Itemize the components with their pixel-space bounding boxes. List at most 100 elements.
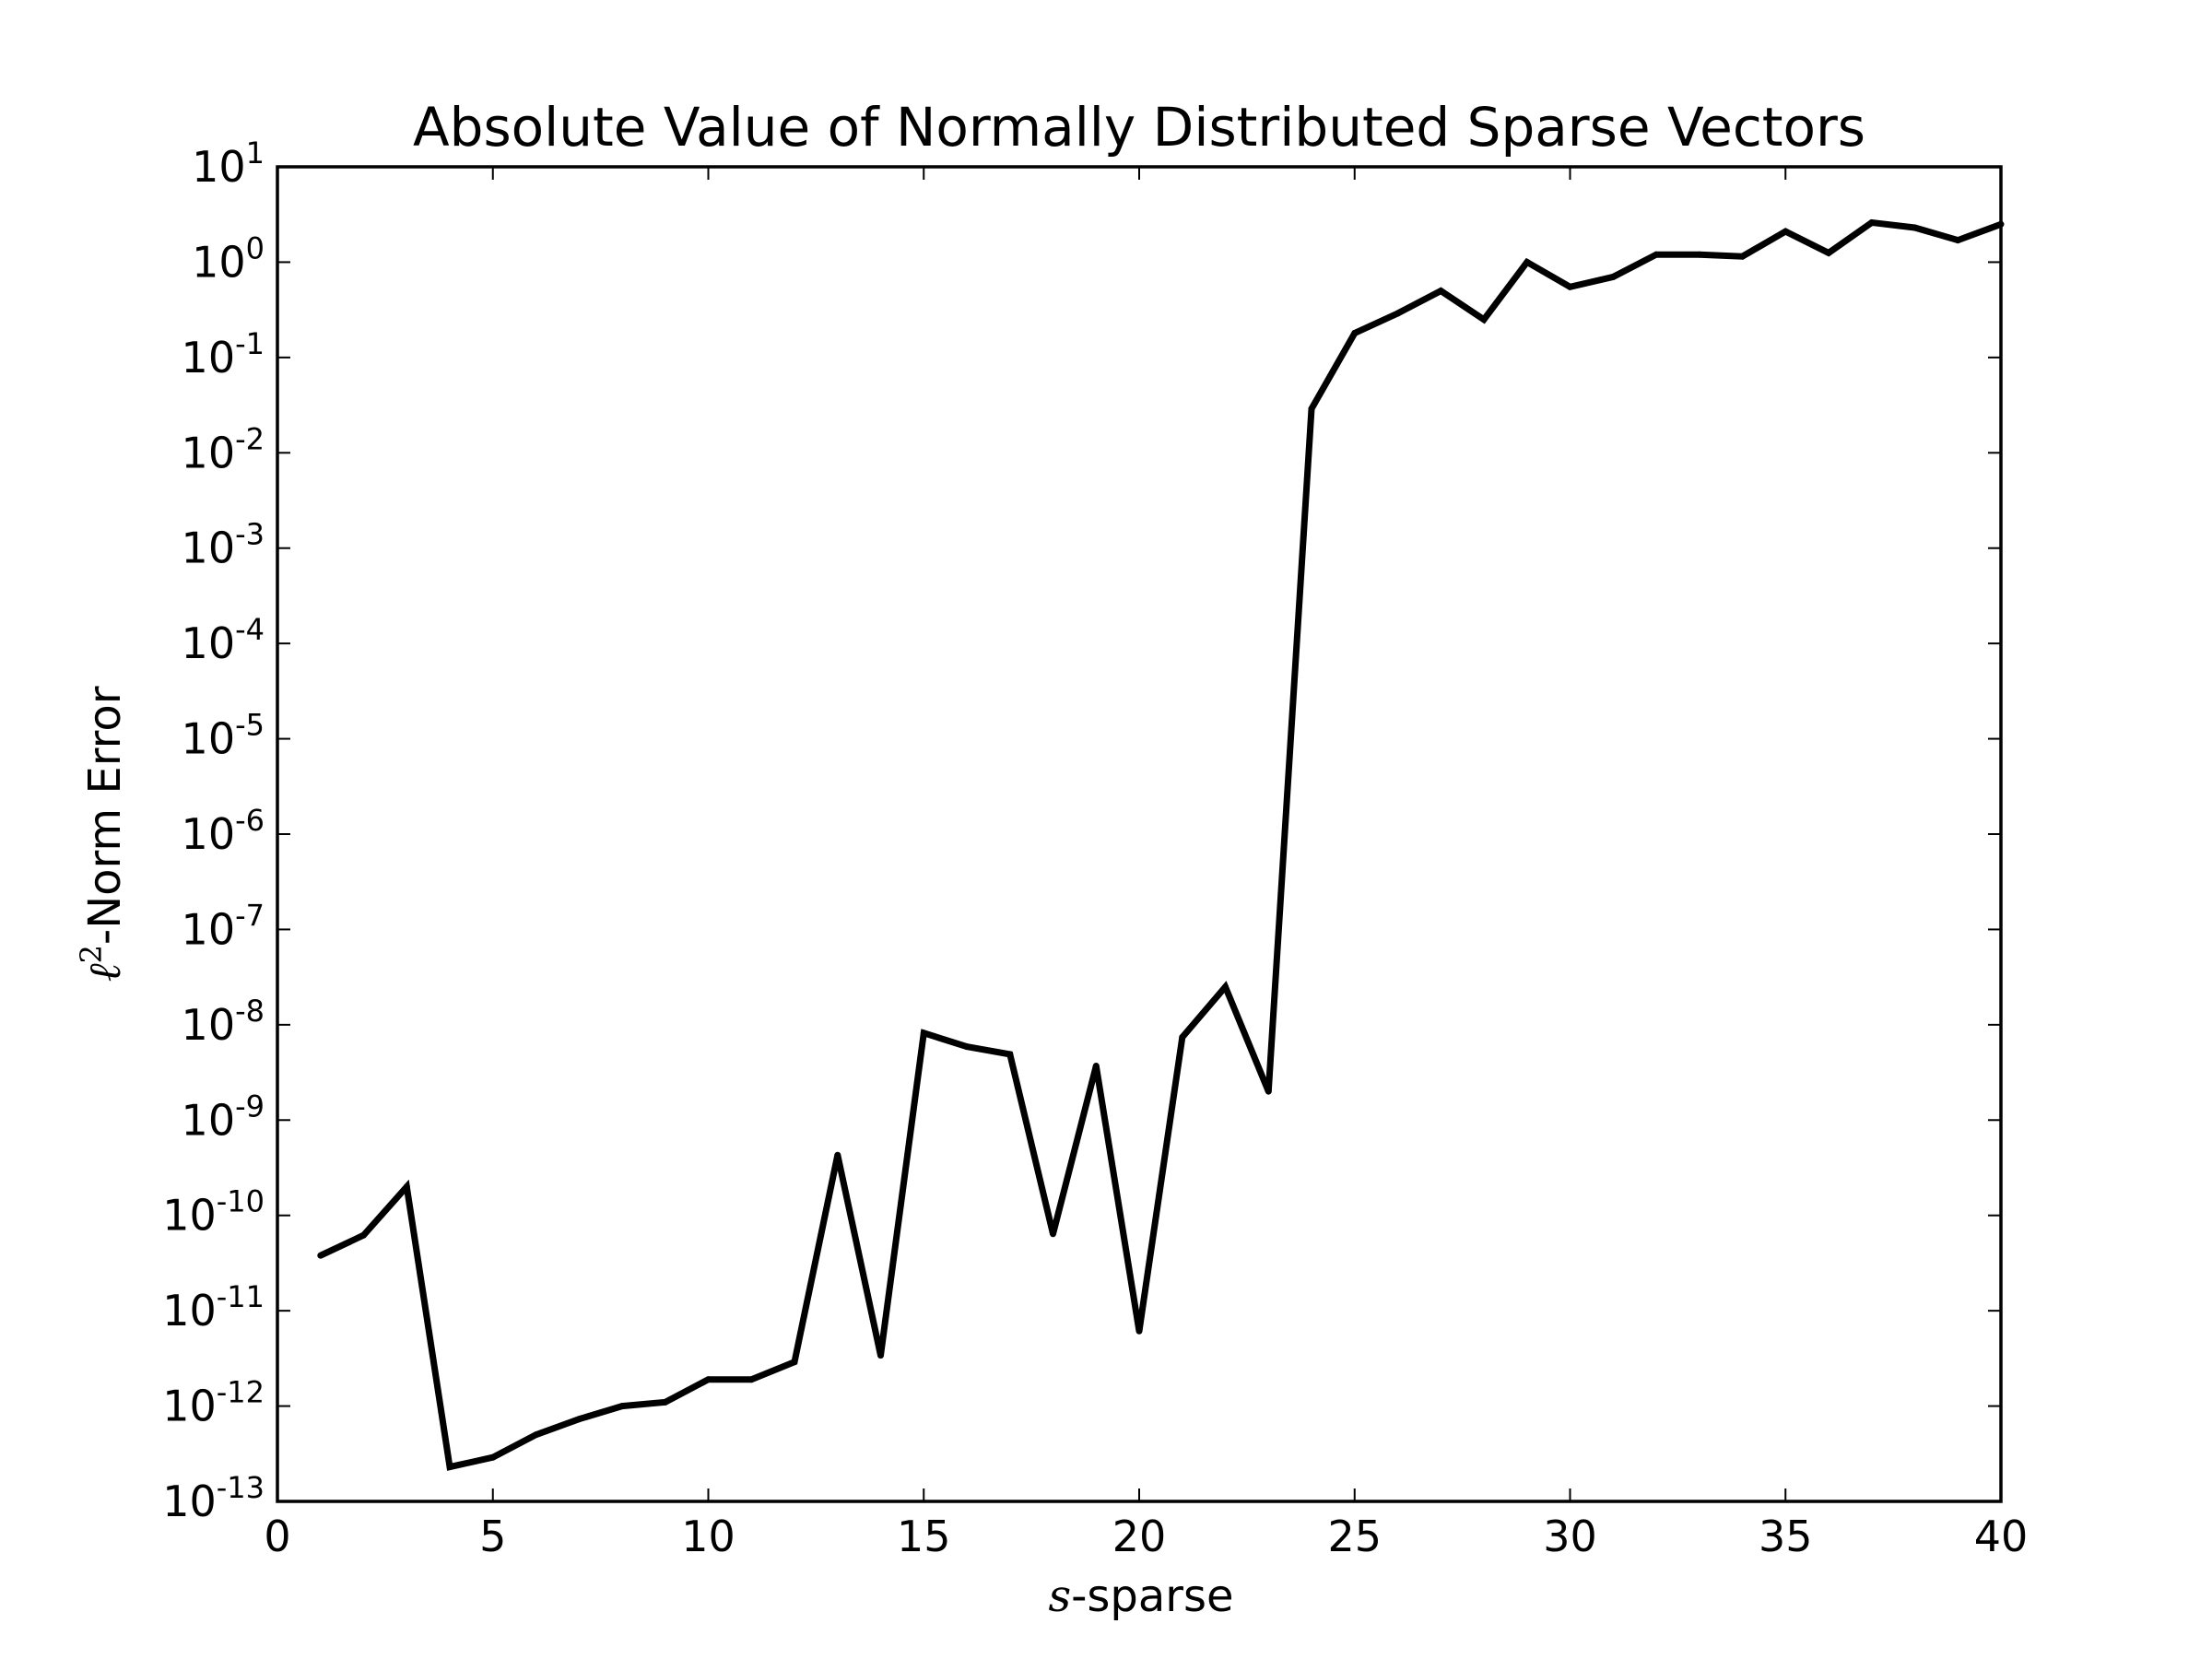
y-tick-label: 10-12 (162, 1375, 265, 1431)
y-tick-exponent: -13 (217, 1470, 265, 1505)
y-axis-ticks: 10110010-110-210-310-410-510-610-710-810… (162, 135, 2001, 1526)
data-point (662, 1398, 669, 1406)
data-point (963, 1043, 971, 1051)
y-tick-label: 10-9 (182, 1088, 265, 1145)
y-tick-label: 10-5 (182, 708, 265, 764)
data-point (747, 1376, 755, 1383)
data-point (1308, 406, 1315, 412)
series-points (317, 219, 2005, 1471)
data-point (920, 1030, 927, 1037)
y-tick-exponent: -3 (235, 517, 265, 552)
data-point (489, 1453, 497, 1461)
y-tick-exponent: 1 (246, 135, 265, 171)
data-point (705, 1376, 712, 1383)
y-tick-base: 10 (182, 333, 236, 382)
y-tick-label: 10-11 (162, 1279, 265, 1335)
x-axis-label-var: s (1048, 1571, 1071, 1622)
data-point (1222, 983, 1229, 991)
y-tick-exponent: -2 (235, 421, 265, 456)
y-tick-base: 10 (182, 1095, 236, 1145)
y-tick-base: 10 (162, 1382, 217, 1431)
y-tick-base: 10 (192, 142, 246, 192)
y-tick-exponent: -12 (217, 1375, 265, 1410)
data-point (877, 1352, 884, 1359)
data-point (1609, 273, 1617, 280)
x-tick-label: 15 (897, 1512, 951, 1561)
y-tick-label: 10-10 (162, 1184, 265, 1241)
data-point (1912, 224, 1918, 231)
data-point (1394, 310, 1401, 317)
y-tick-label: 10-6 (182, 803, 265, 859)
y-tick-label: 100 (192, 230, 265, 287)
x-tick-label: 30 (1543, 1512, 1597, 1561)
y-tick-base: 10 (182, 524, 236, 573)
x-axis-ticks: 0 5 10 15 20 25 30 35 40 (264, 167, 2028, 1561)
y-tick-label: 10-8 (182, 994, 265, 1050)
series-line (319, 218, 2003, 1471)
y-tick-base: 10 (182, 618, 236, 668)
y-tick-label: 10-4 (182, 612, 265, 668)
data-point (1825, 249, 1832, 256)
data-point (1437, 288, 1444, 295)
chart-title: Absolute Value of Normally Distributed S… (413, 96, 1865, 159)
y-tick-label: 10-3 (182, 517, 265, 573)
data-point (1954, 237, 1961, 244)
y-tick-exponent: -4 (235, 612, 265, 647)
data-point (317, 1252, 324, 1259)
y-axis-label-text: -Norm Error (79, 686, 131, 945)
data-point (1997, 220, 2005, 228)
y-tick-base: 10 (182, 714, 236, 764)
data-point (1092, 1063, 1100, 1069)
y-tick-exponent: 0 (246, 230, 265, 265)
y-axis-label-ell: ℓ (79, 963, 131, 982)
data-point (575, 1416, 582, 1423)
y-tick-base: 10 (182, 809, 236, 859)
y-tick-exponent: -9 (235, 1088, 265, 1124)
data-point (1351, 330, 1359, 336)
y-tick-exponent: -7 (235, 898, 265, 933)
data-point (1135, 1327, 1143, 1335)
y-tick-label: 101 (192, 135, 265, 192)
x-axis-label-text: -sparse (1071, 1571, 1233, 1622)
x-tick-label: 5 (479, 1512, 506, 1561)
y-tick-exponent: -5 (235, 708, 265, 743)
data-point (1782, 228, 1789, 235)
y-tick-exponent: -11 (217, 1279, 265, 1314)
y-tick-exponent: -10 (217, 1184, 265, 1219)
plot-frame (276, 165, 2003, 1503)
data-point (618, 1403, 626, 1410)
y-tick-base: 10 (162, 1286, 217, 1335)
data-point (1653, 251, 1660, 258)
data-point (1179, 1033, 1186, 1041)
data-point (1868, 219, 1876, 226)
data-point (1265, 1088, 1272, 1095)
y-tick-base: 10 (162, 1477, 217, 1526)
data-point (360, 1231, 367, 1239)
y-tick-exponent: -1 (235, 326, 265, 361)
data-point (834, 1151, 841, 1159)
data-point (1480, 316, 1488, 324)
y-tick-label: 10-13 (162, 1470, 265, 1526)
y-tick-base: 10 (192, 237, 246, 287)
plot-area: 0 5 10 15 20 25 30 35 40 10110010-110-210-310-41… (162, 135, 2028, 1561)
y-tick-label: 10-2 (182, 421, 265, 477)
y-tick-exponent: -6 (235, 803, 265, 838)
y-tick-base: 10 (182, 904, 236, 954)
y-tick-base: 10 (182, 1000, 236, 1050)
data-point (791, 1359, 798, 1366)
data-point (1524, 258, 1531, 265)
x-tick-label: 35 (1759, 1512, 1813, 1561)
data-point (1050, 1230, 1056, 1238)
y-tick-label: 10-1 (182, 326, 265, 382)
x-tick-label: 40 (1974, 1512, 2029, 1561)
data-point (446, 1464, 453, 1471)
x-tick-label: 20 (1112, 1512, 1167, 1561)
x-tick-label: 0 (264, 1512, 290, 1561)
y-tick-base: 10 (182, 428, 236, 477)
data-point (1739, 253, 1746, 260)
data-point (1567, 283, 1573, 290)
data-point (403, 1183, 410, 1191)
data-point (533, 1431, 539, 1439)
y-axis-label: ℓ2-Norm Error (74, 686, 131, 982)
data-point (1696, 251, 1703, 258)
